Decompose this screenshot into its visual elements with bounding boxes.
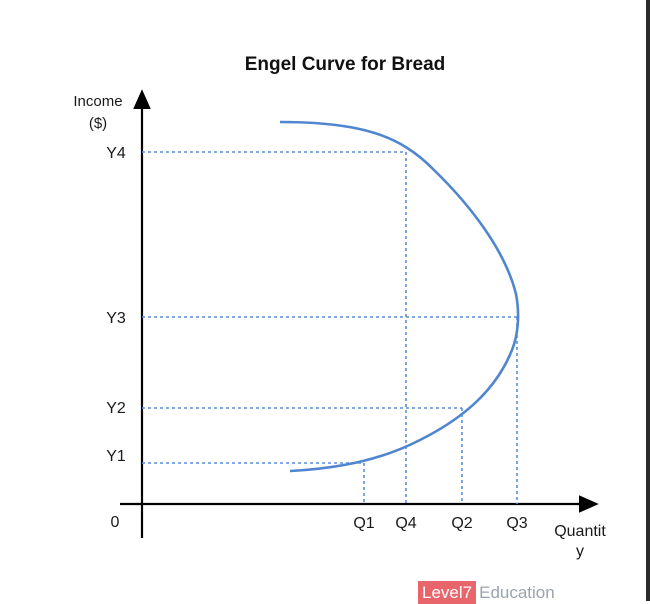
window-edge — [646, 0, 650, 601]
watermark: Level7 Education — [418, 581, 555, 604]
x-tick-q2: Q2 — [451, 515, 472, 532]
y-axis-label-line1: Income — [73, 93, 122, 110]
y-axis-label-line2: ($) — [89, 115, 107, 132]
origin-label: 0 — [111, 514, 120, 531]
x-tick-q1: Q1 — [353, 515, 374, 532]
watermark-brand: Level7 — [418, 581, 477, 604]
x-axis-label-line1: Quantit — [554, 523, 606, 540]
y-tick-y4: Y4 — [106, 145, 126, 162]
x-tick-q3: Q3 — [506, 515, 527, 532]
engel-curve — [279, 120, 520, 473]
y-tick-y1: Y1 — [106, 448, 126, 465]
x-axis-label-line2: y — [576, 543, 584, 560]
chart-title: Engel Curve for Bread — [245, 54, 446, 75]
watermark-text: Education — [479, 583, 555, 602]
x-tick-q4: Q4 — [395, 515, 416, 532]
y-tick-y3: Y3 — [106, 310, 126, 327]
y-tick-y2: Y2 — [106, 400, 126, 417]
